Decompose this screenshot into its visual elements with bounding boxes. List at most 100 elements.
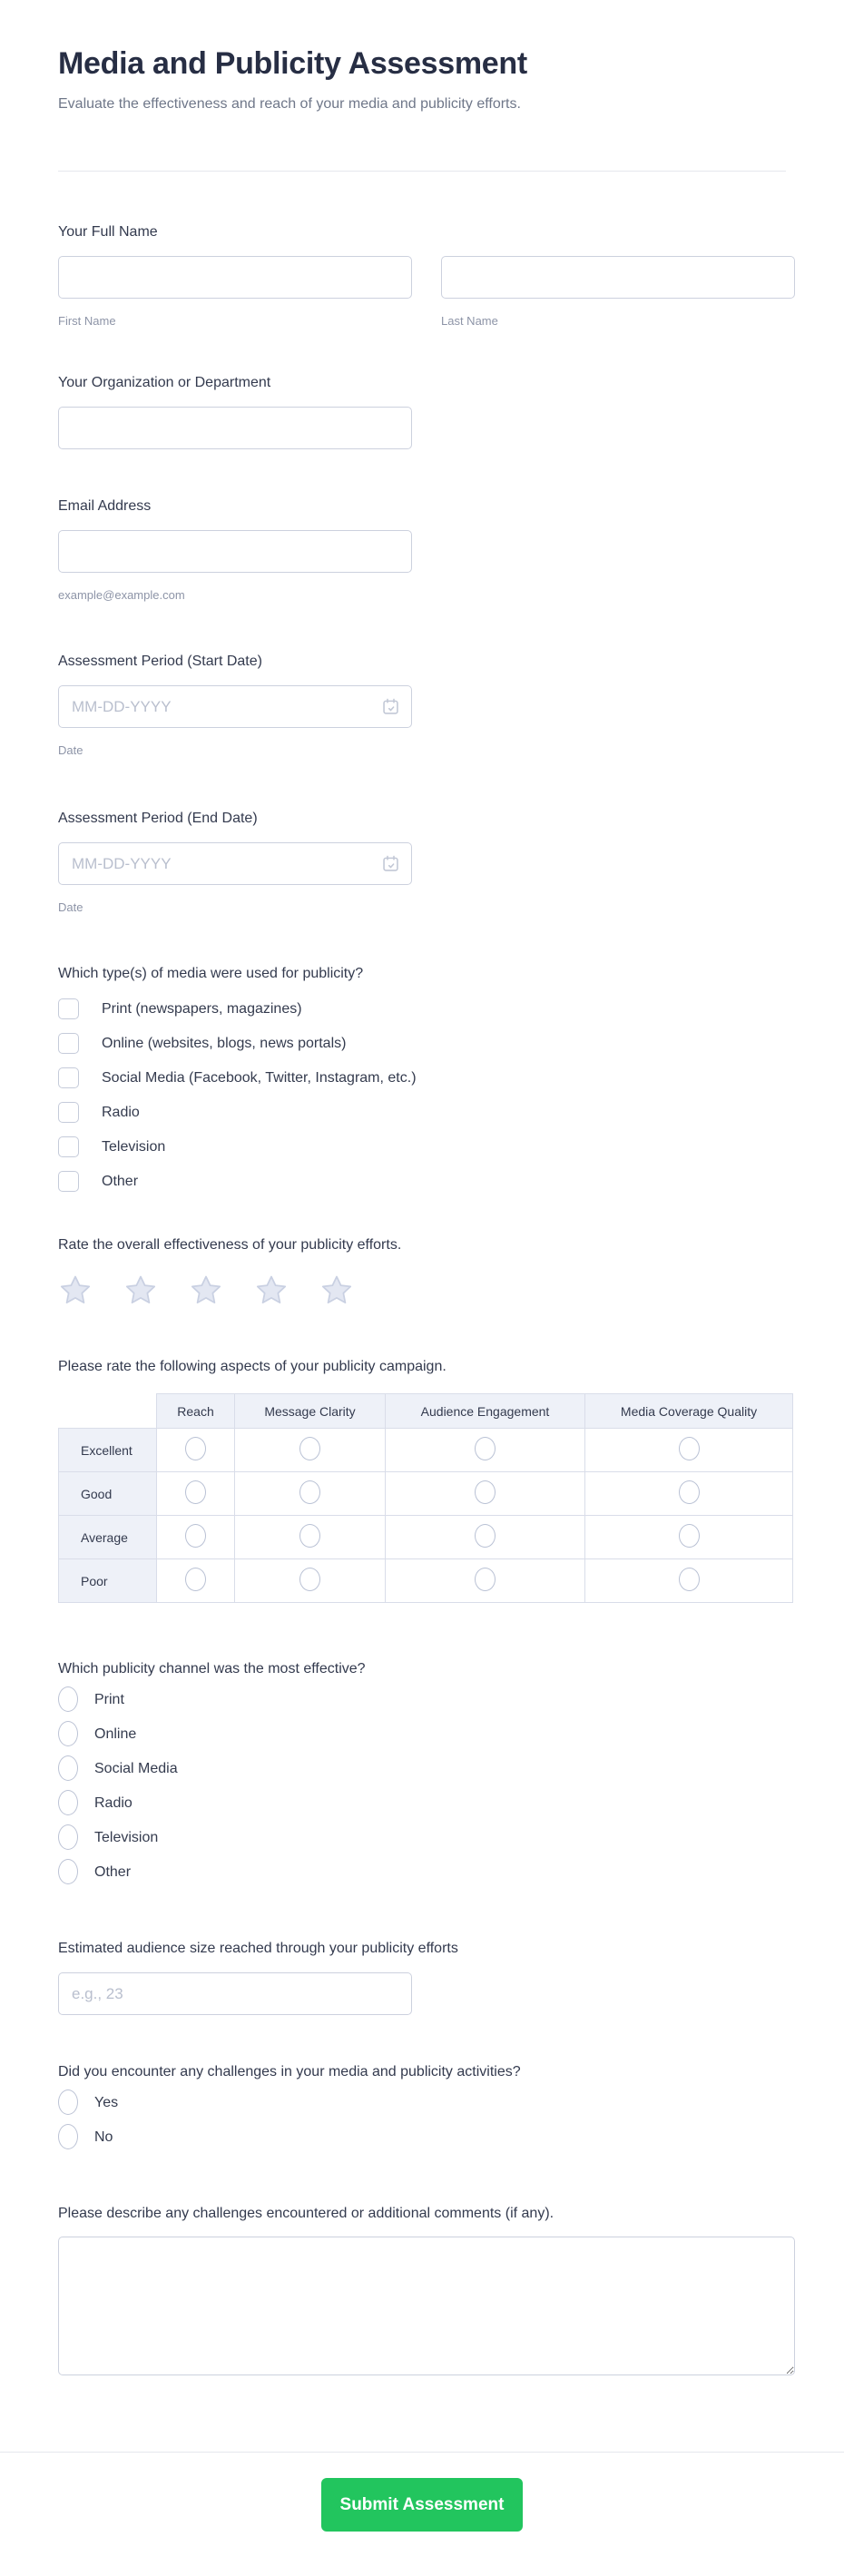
radio-icon[interactable] (58, 1790, 78, 1815)
checkbox-icon[interactable] (58, 1102, 79, 1123)
question-end-date: Assessment Period (End Date) Date (58, 809, 795, 914)
checkbox-option-other[interactable]: Other (58, 1171, 795, 1192)
form-body: Your Full Name First Name Last Name Your… (0, 222, 844, 2375)
star-icon[interactable] (58, 1273, 93, 1308)
checkbox-icon[interactable] (58, 998, 79, 1019)
radio-option-yes[interactable]: Yes (58, 2089, 795, 2115)
footer-divider (0, 2452, 844, 2453)
radio-option-radio[interactable]: Radio (58, 1790, 795, 1815)
calendar-icon[interactable] (381, 854, 400, 873)
option-label: Television (94, 1829, 159, 1845)
checkbox-icon[interactable] (58, 1067, 79, 1088)
radio-option-online[interactable]: Online (58, 1721, 795, 1746)
option-label: Social Media (94, 1760, 178, 1776)
matrix-radio[interactable] (185, 1524, 206, 1548)
option-label: Social Media (Facebook, Twitter, Instagr… (102, 1070, 417, 1086)
last-name-input[interactable] (441, 256, 795, 299)
matrix-row-label: Poor (58, 1558, 157, 1603)
matrix-radio[interactable] (299, 1437, 320, 1460)
matrix-radio[interactable] (299, 1568, 320, 1591)
star-icon[interactable] (254, 1273, 289, 1308)
question-comments: Please describe any challenges encounter… (58, 2204, 795, 2375)
radio-icon[interactable] (58, 2124, 78, 2149)
matrix-radio[interactable] (678, 1524, 700, 1548)
question-label: Email Address (58, 498, 152, 514)
matrix-row-label: Good (58, 1471, 157, 1516)
checkbox-option-print[interactable]: Print (newspapers, magazines) (58, 998, 795, 1019)
radio-icon[interactable] (58, 1755, 78, 1781)
matrix-radio[interactable] (475, 1524, 496, 1548)
star-icon[interactable] (123, 1273, 158, 1308)
star-icon[interactable] (189, 1273, 223, 1308)
audience-size-input[interactable] (58, 1972, 412, 2015)
radio-option-no[interactable]: No (58, 2124, 795, 2149)
question-start-date: Assessment Period (Start Date) Date (58, 652, 795, 757)
question-label: Which type(s) of media were used for pub… (58, 966, 364, 981)
radio-icon[interactable] (58, 1721, 78, 1746)
matrix-radio[interactable] (185, 1568, 206, 1591)
radio-icon[interactable] (58, 1686, 78, 1712)
comments-textarea[interactable] (58, 2237, 795, 2375)
matrix-radio[interactable] (475, 1437, 496, 1460)
matrix-radio[interactable] (475, 1480, 496, 1504)
checkbox-option-radio[interactable]: Radio (58, 1102, 795, 1123)
option-label: Radio (94, 1794, 132, 1811)
question-organization: Your Organization or Department (58, 373, 795, 449)
matrix-row-average: Average (58, 1515, 793, 1559)
radio-icon[interactable] (58, 1824, 78, 1850)
radio-option-other[interactable]: Other (58, 1859, 795, 1884)
radio-option-television[interactable]: Television (58, 1824, 795, 1850)
matrix-radio[interactable] (678, 1568, 700, 1591)
matrix-radio[interactable] (185, 1437, 206, 1460)
star-icon[interactable] (319, 1273, 354, 1308)
matrix-row-excellent: Excellent (58, 1428, 793, 1472)
radio-list: Print Online Social Media Radio Televisi… (58, 1686, 795, 1884)
matrix-radio[interactable] (678, 1437, 700, 1460)
first-name-group: First Name (58, 242, 412, 328)
organization-input[interactable] (58, 407, 412, 449)
question-channel: Which publicity channel was the most eff… (58, 1659, 795, 1884)
matrix-radio[interactable] (475, 1568, 496, 1591)
checkbox-option-television[interactable]: Television (58, 1136, 795, 1157)
checkbox-icon[interactable] (58, 1171, 79, 1192)
checkbox-option-online[interactable]: Online (websites, blogs, news portals) (58, 1033, 795, 1054)
submit-button[interactable]: Submit Assessment (321, 2478, 523, 2532)
option-label: No (94, 2129, 113, 2145)
radio-icon[interactable] (58, 2089, 78, 2115)
email-input[interactable] (58, 530, 412, 573)
matrix-radio[interactable] (299, 1480, 320, 1504)
matrix-radio[interactable] (678, 1480, 700, 1504)
email-sublabel: example@example.com (58, 588, 185, 602)
first-name-input[interactable] (58, 256, 412, 299)
radio-icon[interactable] (58, 1859, 78, 1884)
checkbox-icon[interactable] (58, 1033, 79, 1054)
option-label: Television (102, 1139, 166, 1155)
option-label: Print (newspapers, magazines) (102, 1001, 302, 1017)
end-date-input[interactable] (58, 842, 412, 885)
start-date-input[interactable] (58, 685, 412, 728)
date-sublabel: Date (58, 900, 83, 914)
question-label: Your Organization or Department (58, 375, 271, 390)
matrix-row-label: Average (58, 1515, 157, 1559)
checkbox-option-social-media[interactable]: Social Media (Facebook, Twitter, Instagr… (58, 1067, 795, 1088)
question-label: Your Full Name (58, 224, 158, 240)
page-subtitle: Evaluate the effectiveness and reach of … (58, 96, 521, 112)
star-rating (58, 1273, 795, 1308)
question-email: Email Address example@example.com (58, 497, 795, 602)
calendar-icon[interactable] (381, 697, 400, 716)
matrix-row-good: Good (58, 1471, 793, 1516)
question-media-types: Which type(s) of media were used for pub… (58, 964, 795, 1192)
matrix-row-label: Excellent (58, 1428, 157, 1472)
date-sublabel: Date (58, 743, 83, 757)
question-label: Please describe any challenges encounter… (58, 2206, 554, 2221)
checkbox-icon[interactable] (58, 1136, 79, 1157)
question-label: Which publicity channel was the most eff… (58, 1661, 366, 1676)
matrix-radio[interactable] (185, 1480, 206, 1504)
radio-option-social-media[interactable]: Social Media (58, 1755, 795, 1781)
option-label: Other (102, 1174, 139, 1189)
radio-option-print[interactable]: Print (58, 1686, 795, 1712)
matrix-radio[interactable] (299, 1524, 320, 1548)
option-label: Yes (94, 2094, 119, 2110)
first-name-sublabel: First Name (58, 314, 116, 328)
radio-list: Yes No (58, 2089, 795, 2149)
